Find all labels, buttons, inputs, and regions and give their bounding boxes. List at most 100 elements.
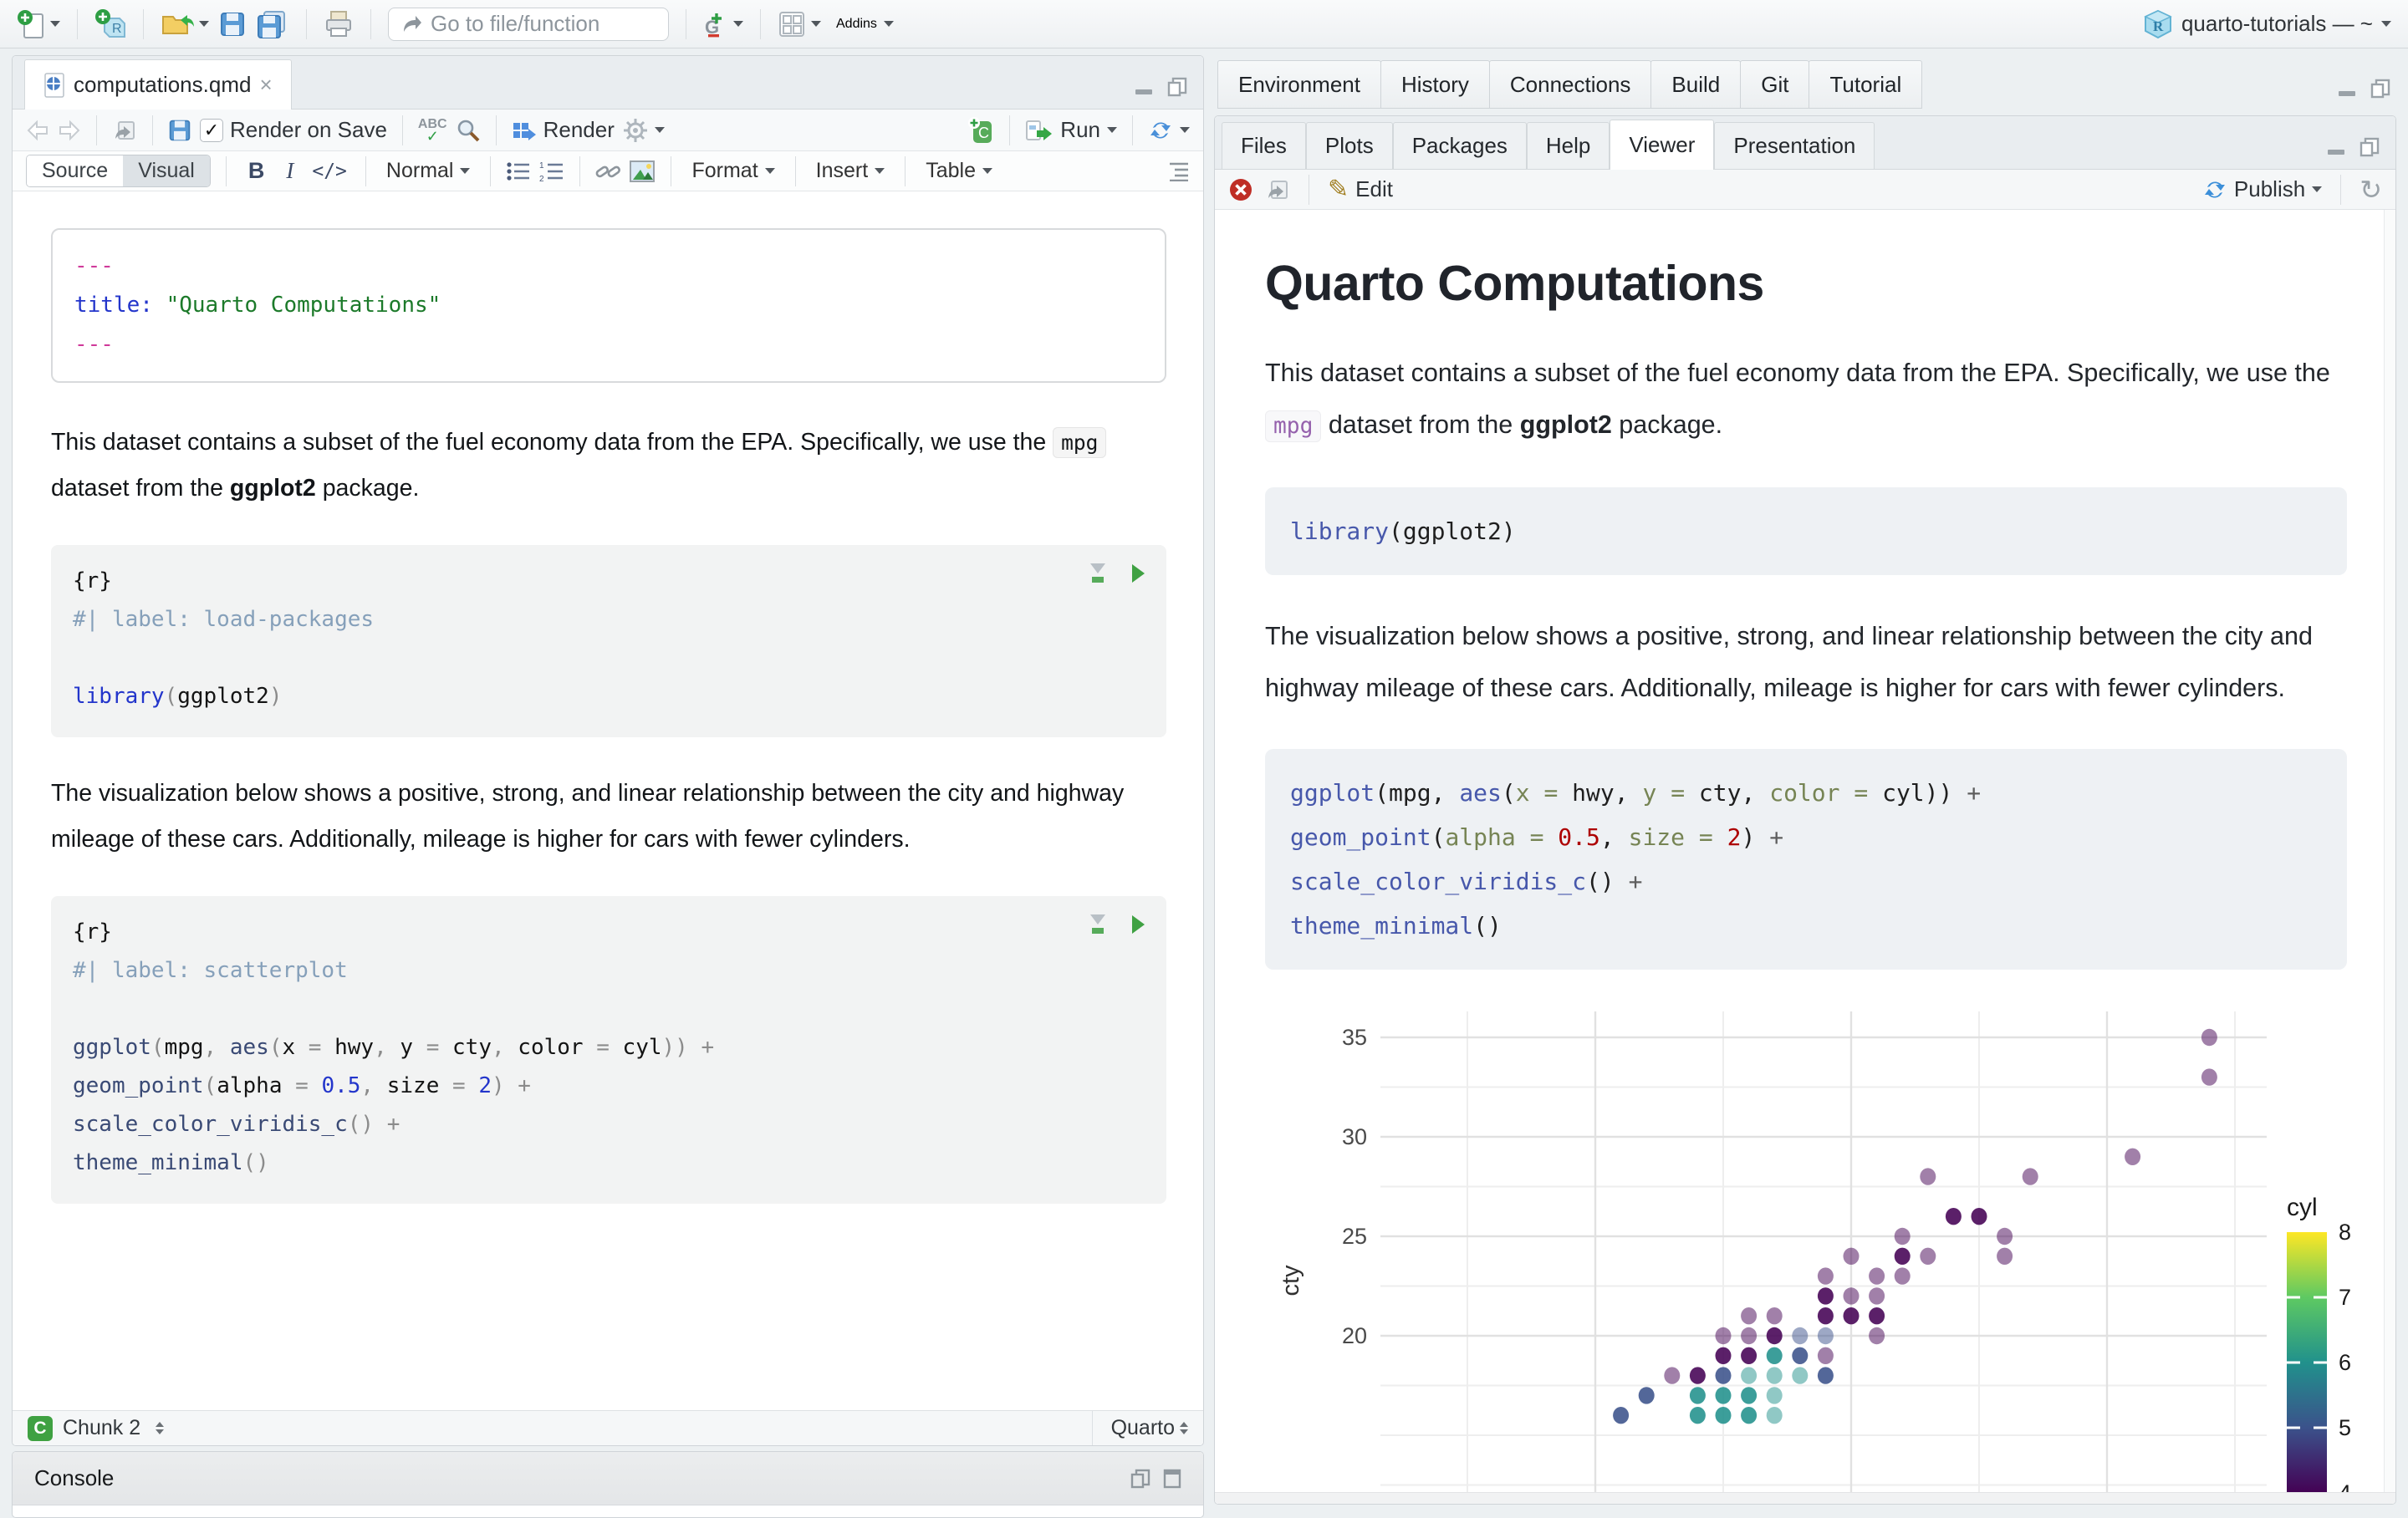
tab-plots[interactable]: Plots [1305,122,1393,169]
chunk-position[interactable]: Chunk 2 [63,1416,141,1439]
render-button[interactable]: Render [512,117,615,143]
doc-mode-caret-icon [1180,1422,1188,1434]
publish-caret[interactable] [2312,186,2323,192]
forward-icon[interactable] [58,120,81,141]
spellcheck-icon[interactable]: ABC ✓ [417,116,447,145]
chunk-nav-icon[interactable] [156,1422,165,1434]
maximize-pane-icon[interactable] [2370,79,2391,99]
new-project-button[interactable]: R [94,8,126,41]
format-menu[interactable]: Format [686,159,779,183]
insert-caret [875,168,885,174]
version-control-button[interactable]: G [703,8,743,41]
rerun-caret[interactable] [1180,127,1190,133]
tab-build[interactable]: Build [1650,60,1742,109]
run-chunks-above-icon[interactable] [1088,913,1108,936]
refresh-icon[interactable]: ↻ [2360,174,2382,205]
render-icon [513,122,536,140]
tab-packages[interactable]: Packages [1392,122,1527,169]
publish-button[interactable]: Publish [2202,176,2323,202]
bullet-list-icon[interactable] [506,160,531,182]
code-chunk-scatterplot[interactable]: {r} #| label: scatterplot ggplot(mpg, ae… [51,896,1166,1204]
code-chunk-load-packages[interactable]: {r} #| label: load-packages library(ggpl… [51,545,1166,737]
minimize-pane-icon[interactable] [1133,78,1155,96]
paragraph-style-value: Normal [385,159,454,182]
minimize-pane-icon[interactable] [1130,1469,1151,1489]
save-icon[interactable] [168,119,191,142]
tab-connections[interactable]: Connections [1488,60,1652,109]
editor-toolbar: ✓ Render on Save ABC ✓ Render [13,110,1203,151]
svg-text:25: 25 [1342,1224,1367,1249]
tab-help[interactable]: Help [1526,122,1610,169]
maximize-pane-icon[interactable] [2359,137,2380,157]
back-icon[interactable] [26,120,49,141]
numbered-list-icon[interactable]: 12 [539,160,564,182]
yaml-block[interactable]: --- title: "Quarto Computations" --- [51,228,1166,383]
open-file-button[interactable] [161,8,209,41]
edit-button[interactable]: ✎ Edit [1328,175,1393,204]
maximize-pane-icon[interactable] [1166,77,1188,97]
pencil-icon: ✎ [1328,176,1349,203]
addins-menu[interactable]: Addins [831,8,899,41]
publish-icon [2204,181,2225,198]
source-mode-button[interactable]: Source [27,155,124,186]
rerun-button[interactable] [1148,118,1190,143]
render-on-save-checkbox[interactable]: ✓ Render on Save [200,117,387,143]
tab-git[interactable]: Git [1740,60,1810,109]
pane-layout-icon [779,11,804,37]
visual-editor-content[interactable]: --- title: "Quarto Computations" --- Thi… [13,191,1203,1410]
table-menu[interactable]: Table [921,159,997,183]
new-file-caret[interactable] [50,21,60,27]
run-chunk-icon[interactable] [1130,563,1146,584]
italic-button[interactable]: I [286,158,294,183]
output-options-button[interactable] [623,118,665,143]
insert-menu[interactable]: Insert [811,159,890,183]
popout-icon[interactable] [1265,178,1290,201]
save-button[interactable] [219,8,246,41]
run-chunk-icon[interactable] [1130,914,1146,935]
goto-file-input[interactable]: Go to file/function [388,7,669,41]
doc-mode-selector[interactable]: Quarto [1091,1411,1188,1445]
tab-history[interactable]: History [1380,60,1490,109]
viewer-horizontal-scrollbar[interactable] [1215,1492,2395,1504]
chunk-header: {r} [73,919,112,945]
pane-layout-button[interactable] [778,8,821,41]
new-file-button[interactable] [17,8,60,41]
search-icon[interactable] [456,118,481,143]
tab-tutorial[interactable]: Tutorial [1809,60,1923,109]
bold-button[interactable]: B [247,158,265,183]
run-caret[interactable] [1107,127,1117,133]
link-icon[interactable] [595,160,621,182]
run-button[interactable]: Run [1025,117,1117,143]
project-switcher[interactable]: R quarto-tutorials — ~ [2143,8,2391,40]
close-icon[interactable]: × [259,72,273,97]
viewer-content[interactable]: Quarto Computations This dataset contain… [1215,210,2395,1504]
pane-layout-caret[interactable] [811,21,821,27]
svg-text:7: 7 [2339,1285,2351,1310]
print-button[interactable] [324,8,354,41]
tab-presentation[interactable]: Presentation [1714,122,1875,169]
maximize-pane-icon[interactable] [1163,1469,1181,1489]
paragraph[interactable]: This dataset contains a subset of the fu… [51,420,1138,512]
tab-computations-qmd[interactable]: computations.qmd × [24,59,292,110]
tab-files[interactable]: Files [1222,122,1306,169]
minimize-pane-icon[interactable] [2325,138,2347,156]
minimize-pane-icon[interactable] [2336,79,2358,98]
version-control-caret[interactable] [733,21,743,27]
image-icon[interactable] [629,160,656,183]
console-header[interactable]: Console [13,1452,1203,1505]
stop-icon[interactable] [1228,177,1253,202]
popout-icon[interactable] [112,119,137,142]
run-chunks-above-icon[interactable] [1088,562,1108,585]
chunk-code-line: scale_color_viridis_c() + [73,1112,400,1137]
insert-chunk-icon[interactable]: C [967,116,994,145]
tab-viewer[interactable]: Viewer [1610,120,1715,170]
paragraph-style-dropdown[interactable]: Normal [381,159,476,183]
code-format-button[interactable]: </> [312,160,347,182]
visual-mode-button[interactable]: Visual [123,155,210,186]
save-all-button[interactable] [256,8,289,41]
viewer-vertical-scrollbar[interactable] [2384,210,2395,1492]
tab-environment[interactable]: Environment [1217,60,1381,109]
open-file-caret[interactable] [199,21,209,27]
outline-icon[interactable] [1165,161,1190,181]
paragraph[interactable]: The visualization below shows a positive… [51,780,1125,853]
